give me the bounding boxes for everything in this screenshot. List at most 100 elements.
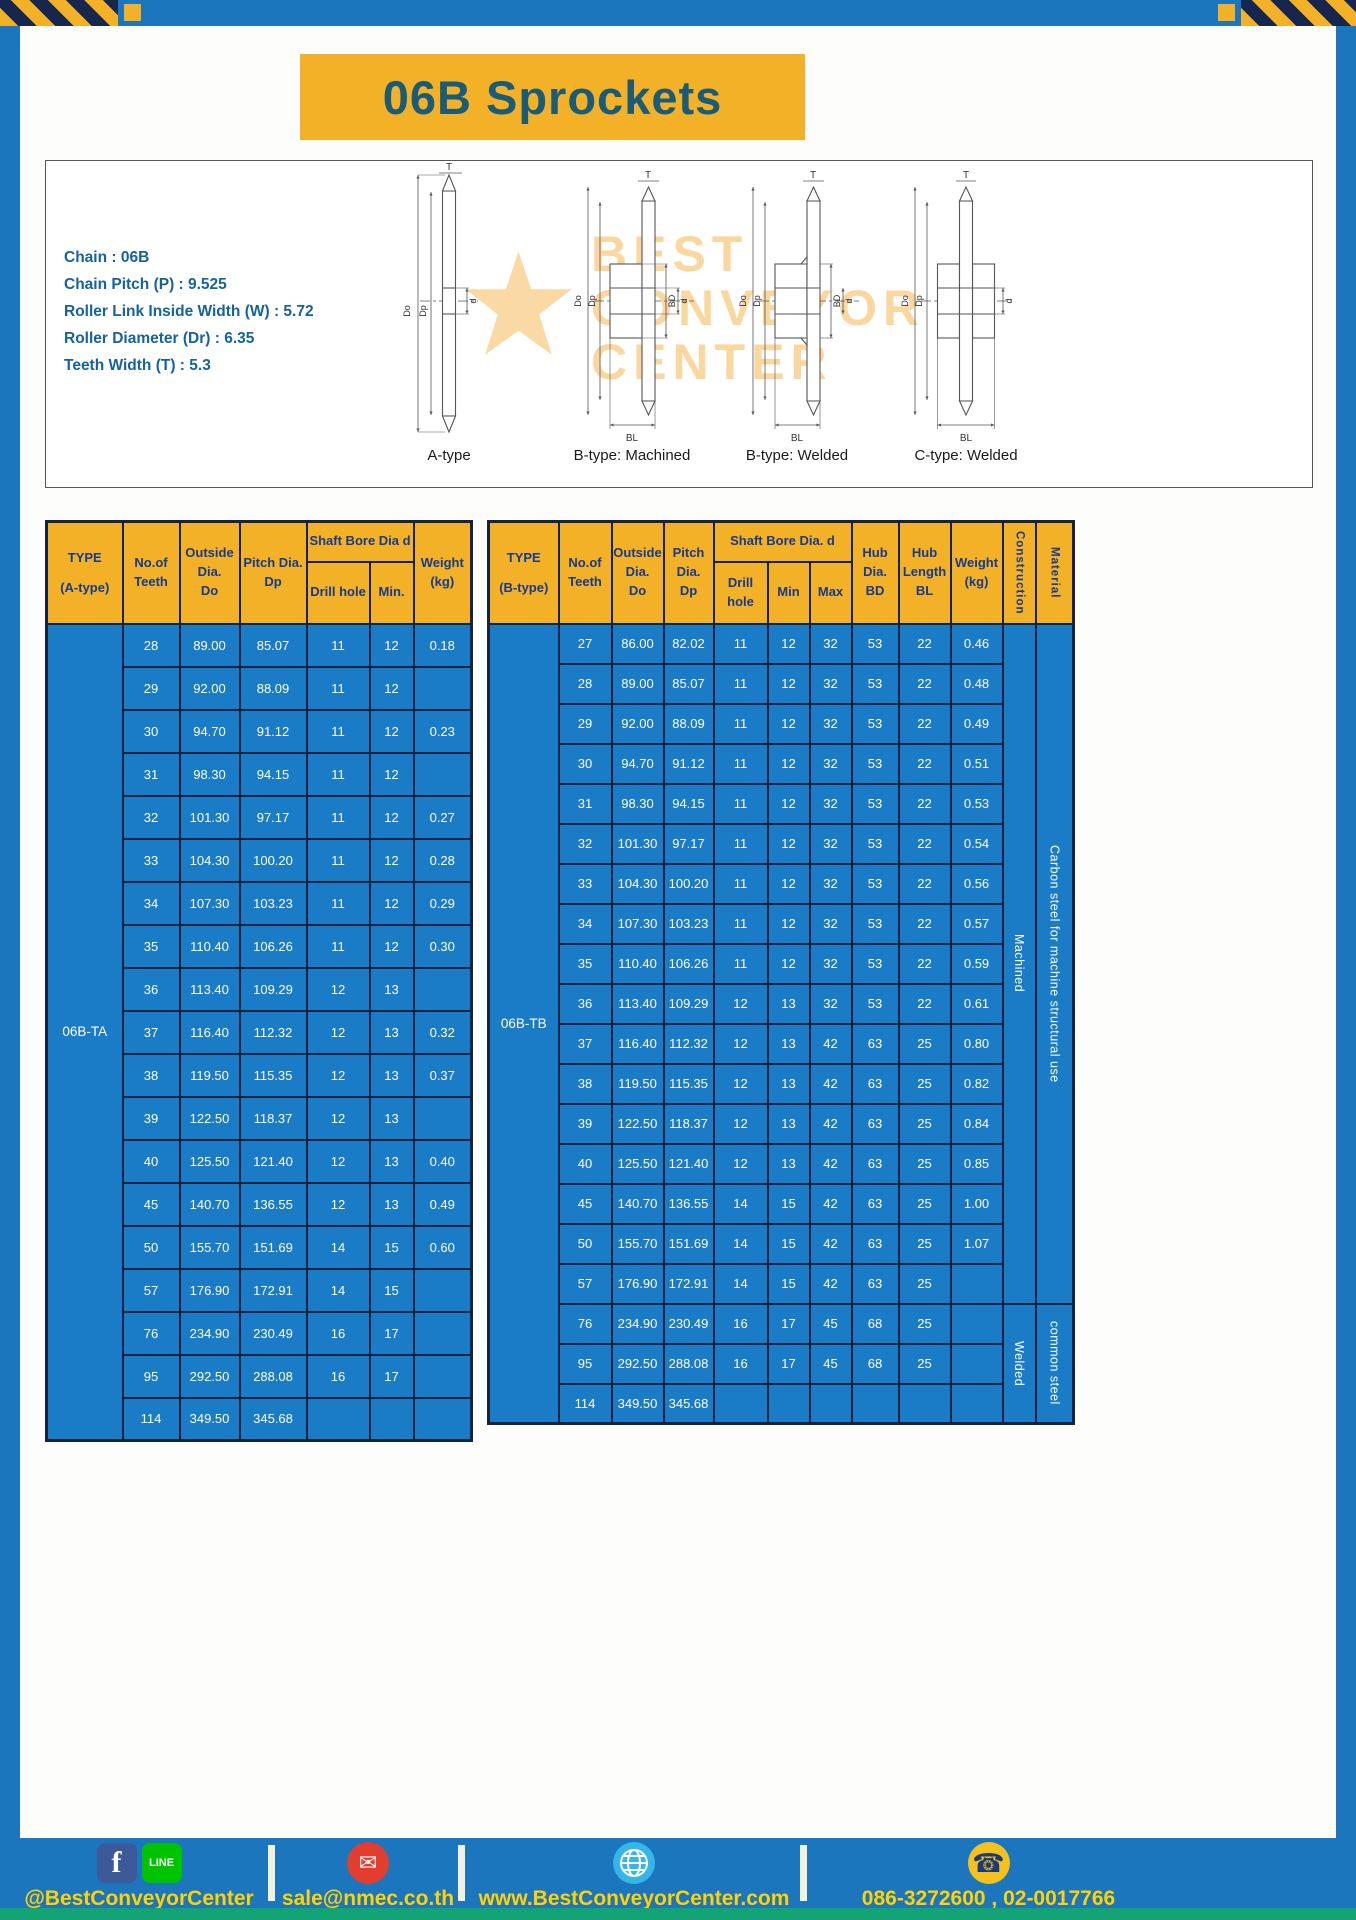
data-cell <box>412 1095 473 1141</box>
data-cell: 98.30 <box>610 782 665 825</box>
data-cell: 22 <box>897 702 952 745</box>
data-cell: 50 <box>121 1224 181 1270</box>
col-header-teeth: No.of Teeth <box>121 520 181 625</box>
data-cell: 11 <box>305 708 371 754</box>
table-row: 36 113.40 109.29 12 13 32 53 22 0.61 <box>489 982 1074 1025</box>
data-cell: 104.30 <box>178 837 241 883</box>
spec-line-roller-dia: Roller Diameter (Dr) : 6.35 <box>64 330 255 347</box>
data-cell: 97.17 <box>238 794 308 840</box>
data-cell: 12 <box>368 708 415 754</box>
data-cell: 29 <box>557 702 613 745</box>
data-cell: 122.50 <box>178 1095 241 1141</box>
col-header-hub-dia: Hub Dia. BD <box>850 520 900 625</box>
data-cell: 0.46 <box>949 622 1004 665</box>
data-cell: 100.20 <box>662 862 715 905</box>
data-cell: 1.00 <box>949 1182 1004 1225</box>
spec-line-chain: Chain : 06B <box>64 249 150 266</box>
data-cell: 42 <box>808 1142 853 1185</box>
data-cell: 12 <box>305 1052 371 1098</box>
data-cell <box>412 966 473 1012</box>
data-cell: 12 <box>305 966 371 1012</box>
sprocket-table-a-type: TYPE (A-type) No.of Teeth Outside Dia. D… <box>45 520 473 1442</box>
table-row: 114 349.50 345.68 <box>489 1382 1074 1425</box>
data-cell: 107.30 <box>610 902 665 945</box>
data-cell: 63 <box>850 1182 900 1225</box>
catalog-sheet: 06B Sprockets BEST CONVEYOR CENTER Chain… <box>20 26 1336 1838</box>
data-cell: 136.55 <box>662 1182 715 1225</box>
data-cell: 45 <box>808 1342 853 1385</box>
table-row: 31 98.30 94.15 11 12 <box>47 751 473 797</box>
data-cell: 92.00 <box>610 702 665 745</box>
data-cell: 89.00 <box>610 662 665 705</box>
data-cell: 0.80 <box>949 1022 1004 1065</box>
data-cell: 110.40 <box>610 942 665 985</box>
data-cell: 0.57 <box>949 902 1004 945</box>
table-row: 06B-TA 28 89.00 85.07 11 12 0.18 <box>45 622 473 1442</box>
data-cell: 36 <box>121 966 181 1012</box>
dim-t-label: T <box>810 170 816 181</box>
data-cell: 0.85 <box>949 1142 1004 1185</box>
data-cell: 32 <box>808 702 853 745</box>
data-cell: 12 <box>766 902 811 945</box>
data-cell: 155.70 <box>610 1222 665 1265</box>
footer-social-icons: f LINE <box>96 1840 182 1886</box>
data-cell: 82.02 <box>662 622 715 665</box>
col-header-shaft-bore-group: Shaft Bore Dia. d <box>712 520 853 563</box>
dim-do-label: Do <box>402 305 412 317</box>
data-cell: 63 <box>850 1222 900 1265</box>
data-cell <box>949 1382 1004 1425</box>
data-cell: 40 <box>557 1142 613 1185</box>
footer-contact-bar: f LINE @BestConveyorCenter ✉ sale@nmec.c… <box>0 1838 1356 1910</box>
table-row: 29 92.00 88.09 11 12 <box>47 665 473 711</box>
table-row: 50 155.70 151.69 14 15 42 63 25 1.07 <box>489 1222 1074 1265</box>
data-cell: 22 <box>897 822 952 865</box>
data-cell: 0.82 <box>949 1062 1004 1105</box>
table-row: 95 292.50 288.08 16 17 45 68 25 <box>489 1342 1074 1385</box>
data-cell: 25 <box>897 1142 952 1185</box>
table-row: 39 122.50 118.37 12 13 <box>47 1095 473 1141</box>
sprocket-drawings: T Do Dp d <box>402 162 1014 444</box>
data-cell: 0.27 <box>412 794 473 840</box>
table-row: 30 94.70 91.12 11 12 32 53 22 0.51 <box>489 742 1074 785</box>
col-header-min: Min. <box>368 560 415 625</box>
data-cell: 91.12 <box>662 742 715 785</box>
data-cell: 68 <box>850 1342 900 1385</box>
col-header-pitch-dia: Pitch Dia. Dp <box>662 520 715 625</box>
drawing-a-type: T Do Dp d <box>402 162 478 434</box>
data-cell: 53 <box>850 902 900 945</box>
data-cell: 22 <box>897 742 952 785</box>
table-row: 32 101.30 97.17 11 12 32 53 22 0.54 <box>489 822 1074 865</box>
data-cell: 88.09 <box>238 665 308 711</box>
data-cell: 12 <box>368 837 415 883</box>
data-cell: 32 <box>808 622 853 665</box>
dim-d-label: d <box>468 298 478 303</box>
data-cell: 11 <box>712 942 769 985</box>
data-cell: 103.23 <box>662 902 715 945</box>
bottom-teal-bar <box>0 1908 1356 1920</box>
data-cell: 288.08 <box>662 1342 715 1385</box>
data-cell: 68 <box>850 1302 900 1345</box>
data-cell: 140.70 <box>178 1181 241 1227</box>
data-cell: 12 <box>712 982 769 1025</box>
data-cell: 0.29 <box>412 880 473 926</box>
data-cell: 345.68 <box>238 1396 308 1442</box>
data-cell: 118.37 <box>662 1102 715 1145</box>
data-cell: 57 <box>557 1262 613 1305</box>
data-cell: 42 <box>808 1222 853 1265</box>
type-cell: 06B-TA <box>45 622 124 1442</box>
data-cell: 11 <box>712 662 769 705</box>
table-row: 37 116.40 112.32 12 13 0.32 <box>47 1009 473 1055</box>
phone-icon: ☎ <box>967 1842 1010 1884</box>
data-cell: 114 <box>557 1382 613 1425</box>
data-cell: 113.40 <box>178 966 241 1012</box>
data-cell: 0.18 <box>412 622 473 668</box>
data-cell: 172.91 <box>662 1262 715 1305</box>
col-header-teeth: No.of Teeth <box>557 520 613 625</box>
data-cell: 32 <box>808 942 853 985</box>
data-cell: 15 <box>368 1224 415 1270</box>
data-cell: 17 <box>766 1342 811 1385</box>
data-cell: 16 <box>712 1342 769 1385</box>
drawing-label-b-machined: B-type: Machined <box>573 447 691 464</box>
data-cell: 116.40 <box>178 1009 241 1055</box>
facebook-icon: f <box>96 1843 137 1883</box>
